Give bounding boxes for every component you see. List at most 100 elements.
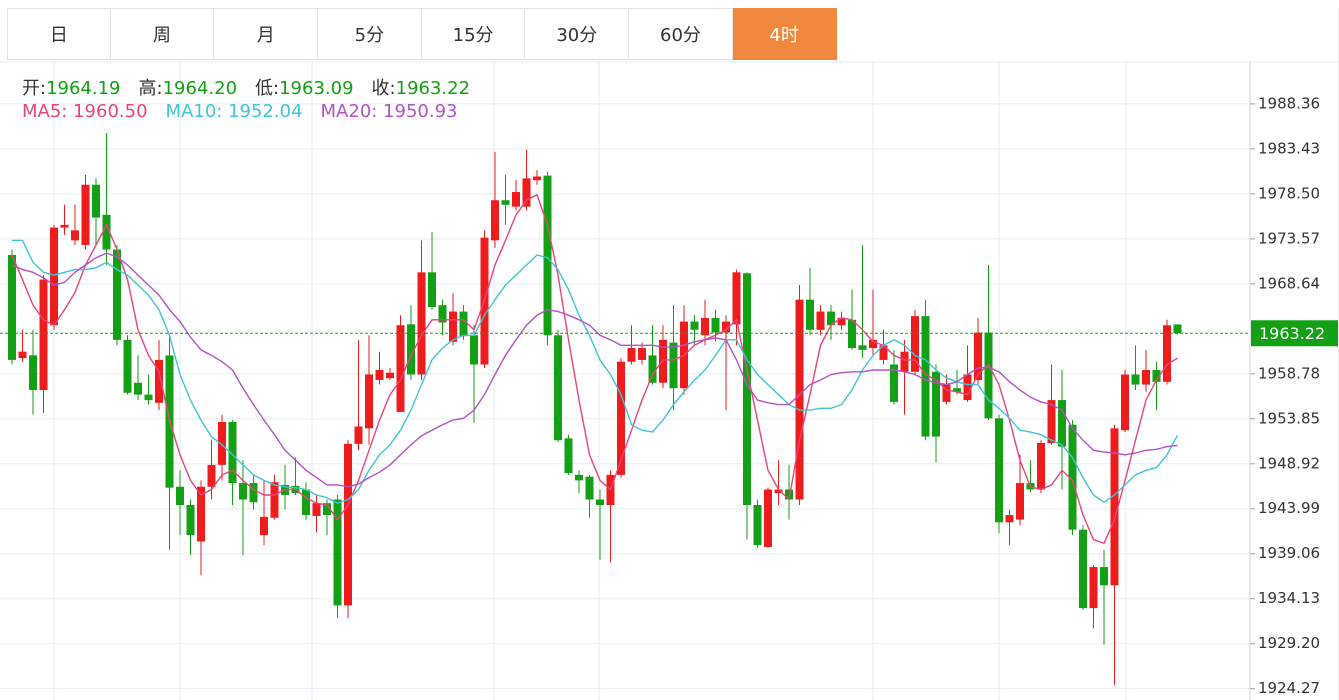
y-tick-label: 1924.27 xyxy=(1258,679,1320,697)
candle-body xyxy=(1089,567,1098,609)
candle-body xyxy=(690,321,699,330)
candle-body xyxy=(522,178,531,207)
candle-body xyxy=(753,505,762,546)
candle-body xyxy=(795,299,804,500)
period-tab[interactable]: 4时 xyxy=(732,8,837,60)
candle-body xyxy=(144,394,153,401)
legend-label: MA20: xyxy=(320,101,378,122)
ohlc-value: 1964.20 xyxy=(162,78,238,99)
candle-body xyxy=(974,332,982,380)
candle-body xyxy=(1173,324,1182,334)
candle-body xyxy=(963,374,972,401)
candle-body xyxy=(228,421,237,484)
candle-body xyxy=(837,317,846,326)
legend-value: 1950.93 xyxy=(383,101,458,122)
candle-body xyxy=(701,317,709,336)
period-tab[interactable]: 15分 xyxy=(421,8,526,60)
ohlc-value: 1963.09 xyxy=(279,78,354,99)
candle-body xyxy=(1005,515,1014,523)
period-tab[interactable]: 月 xyxy=(214,8,319,60)
y-tick-label: 1968.64 xyxy=(1258,274,1320,292)
candle-body xyxy=(407,324,415,375)
period-tab[interactable]: 30分 xyxy=(525,8,630,60)
candle-body xyxy=(627,348,636,362)
ohlc-label: 高: xyxy=(138,78,163,99)
candle-body xyxy=(774,489,783,494)
y-tick-label: 1939.06 xyxy=(1258,544,1320,562)
legend-value: 1960.50 xyxy=(73,101,148,122)
candle-body xyxy=(911,316,919,372)
candle-body xyxy=(932,371,940,437)
candle-body xyxy=(123,339,132,393)
y-tick-label: 1988.36 xyxy=(1258,94,1320,112)
period-tabs: 日周月 5分 15分 30分 60分 4时 xyxy=(7,8,837,60)
candle-body xyxy=(617,361,625,475)
ohlc-item: 开:1964.19 xyxy=(22,78,121,99)
candle-body xyxy=(1152,369,1161,382)
candle-body xyxy=(596,499,604,506)
ma-legend: MA5: 1960.50 MA10: 1952.04 MA20: 1950.93 xyxy=(22,101,476,122)
candle-body xyxy=(18,351,27,359)
period-tab[interactable]: 周 xyxy=(110,8,215,60)
time-grid xyxy=(53,62,1127,700)
candle-body xyxy=(344,443,352,606)
legend-item: MA5: 1960.50 xyxy=(22,101,148,122)
period-tab[interactable]: 60分 xyxy=(629,8,733,60)
candle-body xyxy=(512,192,520,207)
candle-body xyxy=(134,382,142,395)
candle-body xyxy=(186,505,195,536)
candle-body xyxy=(659,339,667,383)
y-tick-label: 1958.78 xyxy=(1258,364,1320,382)
candle-body xyxy=(890,364,898,402)
candle-body xyxy=(470,335,478,365)
candle-body xyxy=(743,273,751,506)
candle-body xyxy=(438,305,447,323)
candle-body xyxy=(764,489,772,547)
candle-body xyxy=(176,486,184,506)
ohlc-label: 开: xyxy=(22,78,47,99)
ohlc-value: 1963.22 xyxy=(395,78,471,99)
candle-body xyxy=(449,311,457,342)
candle-body xyxy=(785,489,793,500)
last-price-box xyxy=(1251,320,1338,347)
candle-body xyxy=(270,482,279,518)
candle-body xyxy=(984,332,993,419)
candle-body xyxy=(71,230,79,241)
candle-body xyxy=(365,374,373,429)
legend-label: MA10: xyxy=(165,101,223,122)
candle-body xyxy=(113,249,121,340)
y-tick-label: 1953.85 xyxy=(1258,409,1320,427)
candle-body xyxy=(102,214,111,250)
y-tick-label: 1929.20 xyxy=(1258,634,1320,652)
candle-body xyxy=(218,421,226,465)
candle-body xyxy=(459,311,468,337)
legend-item: MA10: 1952.04 xyxy=(166,101,303,122)
candle-body xyxy=(879,345,888,360)
candle-body xyxy=(1016,483,1024,520)
candle-body xyxy=(858,345,867,350)
candle-body xyxy=(543,175,552,336)
candle-body xyxy=(1142,369,1150,385)
candle-body xyxy=(386,372,394,379)
y-tick-label: 1934.13 xyxy=(1258,589,1320,607)
candle-body xyxy=(575,474,583,481)
period-tab[interactable]: 日 xyxy=(7,8,111,60)
candle-body xyxy=(554,335,562,441)
candle-body xyxy=(39,279,48,391)
candle-body xyxy=(1110,428,1119,586)
ohlc-label: 收: xyxy=(371,78,396,99)
period-tab[interactable]: 5分 xyxy=(318,8,422,60)
legend-item: MA20: 1950.93 xyxy=(321,101,458,122)
candle-body xyxy=(564,438,573,474)
candle-body xyxy=(995,418,1003,523)
ohlc-item: 高:1964.20 xyxy=(139,78,238,99)
candle-body xyxy=(92,184,100,218)
candle-body xyxy=(806,299,814,330)
candle-body xyxy=(60,224,69,228)
candle-body xyxy=(491,200,499,241)
candle-body xyxy=(638,348,646,360)
candle-body xyxy=(711,317,720,333)
candle-body xyxy=(323,503,331,516)
candle-body xyxy=(1037,442,1045,490)
candle-body xyxy=(29,355,37,391)
